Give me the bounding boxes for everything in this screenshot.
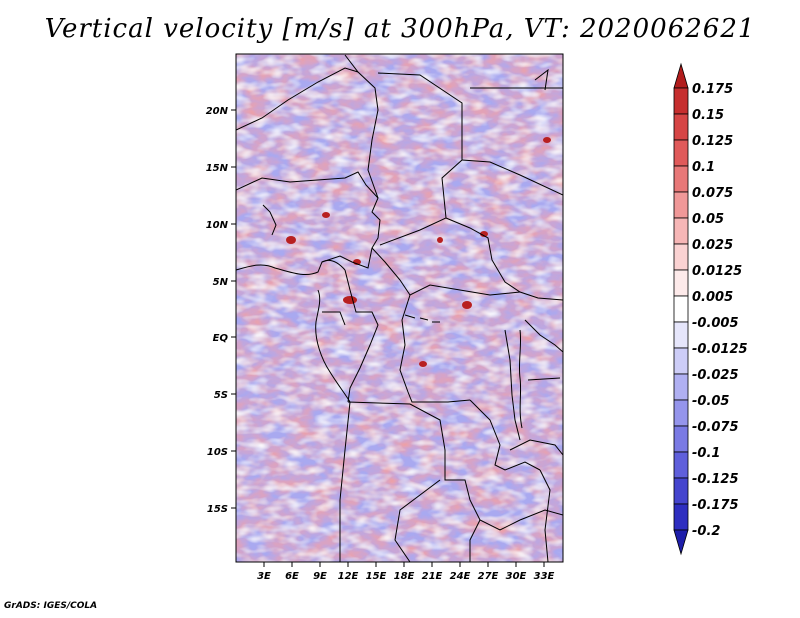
- colorbar-swatch: [673, 425, 689, 453]
- lon-label: 30E: [506, 571, 527, 582]
- colorbar-label: -0.1: [692, 446, 720, 461]
- latitude-axis: 20N 15N 10N 5N EQ 5S 10S 15S: [206, 106, 236, 515]
- colorbar-swatch: [673, 295, 689, 323]
- longitude-axis: 3E 6E 9E 12E 15E 18E 21E 24E 27E 30E 33E: [257, 562, 555, 582]
- lat-label: 20N: [206, 106, 229, 117]
- colorbar-label: -0.175: [692, 498, 739, 513]
- colorbar-swatch: [673, 529, 689, 556]
- colorbar-label: -0.0125: [692, 342, 748, 357]
- lon-label: 6E: [285, 571, 299, 582]
- lon-label: 18E: [394, 571, 415, 582]
- colorbar-swatch: [673, 217, 689, 245]
- colorbar-swatch: [673, 139, 689, 167]
- colorbar-swatch: [673, 399, 689, 427]
- lon-label: 21E: [422, 571, 443, 582]
- strong-updraft-spots: [286, 137, 551, 367]
- colorbar-label: -0.2: [692, 524, 720, 539]
- colorbar-label: 0.125: [692, 134, 733, 149]
- lat-label: EQ: [213, 333, 229, 344]
- lon-label: 12E: [338, 571, 359, 582]
- colorbar-label: -0.075: [692, 420, 739, 435]
- map-title: Vertical velocity [m/s] at 300hPa, VT: 2…: [44, 14, 756, 44]
- lat-label: 5N: [213, 277, 229, 288]
- lon-label: 9E: [313, 571, 327, 582]
- lat-label: 10N: [206, 220, 229, 231]
- lon-label: 27E: [478, 571, 499, 582]
- colorbar-swatch: [673, 269, 689, 297]
- colorbar-label: 0.005: [692, 290, 733, 305]
- colorbar-swatch: [673, 503, 689, 531]
- lon-label: 33E: [534, 571, 555, 582]
- colorbar-swatch: [673, 87, 689, 115]
- credit-text: GrADS: IGES/COLA: [4, 601, 98, 611]
- colorbar-swatch: [673, 477, 689, 505]
- lon-label: 3E: [257, 571, 271, 582]
- colorbar-label: 0.0125: [692, 264, 742, 279]
- colorbar-label: 0.175: [692, 82, 733, 97]
- colorbar-swatch: [673, 113, 689, 141]
- colorbar-label: -0.025: [692, 368, 739, 383]
- colorbar-swatch: [673, 165, 689, 193]
- colorbar-swatch: [673, 321, 689, 349]
- colorbar-label: -0.005: [692, 316, 739, 331]
- lat-label: 10S: [207, 447, 228, 458]
- colorbar-label: -0.05: [692, 394, 729, 409]
- lon-label: 15E: [366, 571, 387, 582]
- lon-label: 24E: [450, 571, 471, 582]
- map-frame: [235, 53, 564, 563]
- colorbar-swatch: [673, 243, 689, 271]
- colorbar-label: 0.15: [692, 108, 724, 123]
- velocity-field: [236, 54, 563, 562]
- colorbar-swatch: [673, 373, 689, 401]
- colorbar-label: 0.1: [692, 160, 715, 175]
- colorbar-label: -0.125: [692, 472, 739, 487]
- colorbar-swatch: [673, 62, 689, 89]
- lat-label: 15N: [206, 163, 229, 174]
- country-boundaries: [236, 54, 563, 562]
- colorbar-swatch: [673, 191, 689, 219]
- colorbar-label: 0.075: [692, 186, 733, 201]
- colorbar-label: 0.025: [692, 238, 733, 253]
- colorbar-swatch: [673, 451, 689, 479]
- colorbar-label: 0.05: [692, 212, 724, 227]
- lat-label: 15S: [207, 504, 228, 515]
- lat-label: 5S: [214, 390, 228, 401]
- colorbar: 0.175 0.15 0.125 0.1 0.075 0.05 0.025 0.0125 0.0…: [673, 62, 748, 556]
- colorbar-swatch: [673, 347, 689, 375]
